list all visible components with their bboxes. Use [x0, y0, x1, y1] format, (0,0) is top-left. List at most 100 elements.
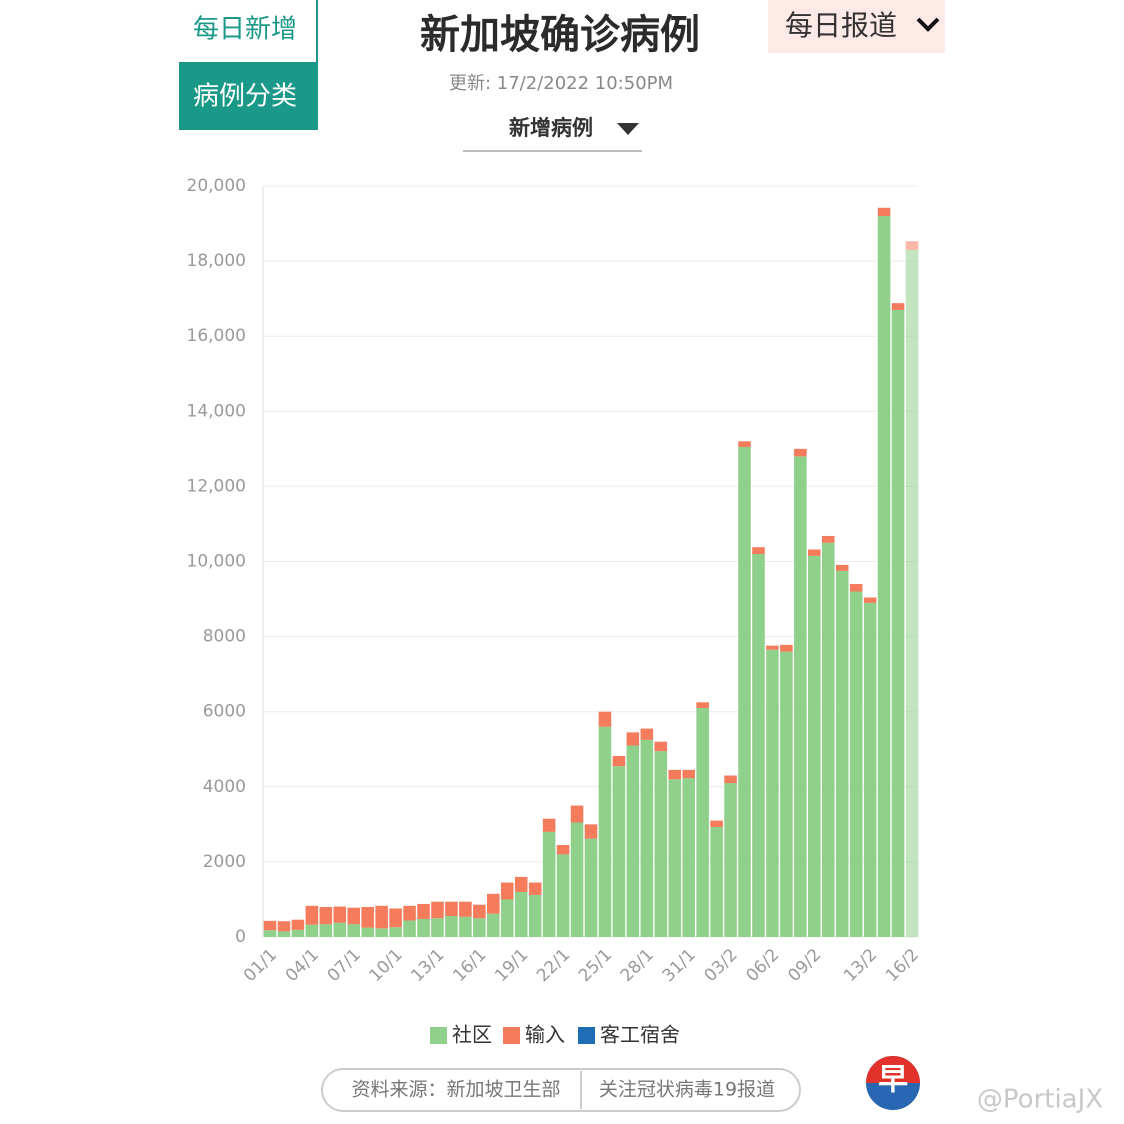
bar [808, 549, 821, 556]
bar [556, 845, 570, 855]
bar [780, 651, 793, 937]
bar [319, 906, 333, 925]
bar [556, 854, 570, 937]
y-tick-label: 14,000 [187, 401, 246, 421]
follow[interactable]: 关注冠状病毒19报道 [599, 1079, 775, 1101]
bar [459, 901, 472, 917]
bar [500, 882, 514, 900]
bar [877, 216, 891, 938]
legend: 社区 输入 客工宿舍 [430, 1023, 680, 1047]
bar [263, 920, 277, 931]
bar [431, 918, 444, 937]
bar [291, 919, 305, 930]
report-menu-bg[interactable] [768, 0, 945, 53]
bar [417, 918, 430, 937]
bar [277, 931, 291, 937]
bar [403, 920, 416, 937]
y-tick-label: 12,000 [187, 476, 246, 496]
bar [891, 309, 905, 937]
updated: 更新: 17/2/2022 10:50PM [449, 73, 673, 94]
bar [654, 751, 668, 937]
legend-swatch [578, 1027, 595, 1044]
bar [724, 775, 737, 784]
tab-daily-bg[interactable] [179, 0, 317, 62]
bar [333, 906, 347, 923]
source-pill [321, 1068, 801, 1112]
bar [640, 739, 654, 937]
bar [487, 893, 500, 914]
bar [459, 916, 472, 937]
bar [626, 732, 640, 746]
bar [710, 826, 723, 937]
bar [821, 542, 835, 937]
bar [612, 756, 626, 767]
bar [528, 882, 542, 895]
bar [766, 649, 779, 937]
legend-label: 输入 [525, 1023, 565, 1047]
tab-category[interactable]: 病例分类 [193, 82, 297, 112]
bar [375, 905, 388, 929]
bar [835, 564, 849, 571]
bar [361, 906, 374, 928]
source: 资料来源：新加坡卫生部 [351, 1079, 560, 1101]
bar [584, 824, 598, 839]
bar [473, 904, 486, 919]
bar [682, 778, 695, 937]
bar [473, 918, 486, 937]
bar [863, 597, 877, 603]
bar [487, 913, 500, 937]
bar [891, 303, 905, 310]
bar [305, 924, 319, 937]
bar [542, 818, 556, 832]
bar [682, 769, 695, 779]
legend-swatch [503, 1027, 520, 1044]
legend-label: 客工宿舍 [600, 1023, 680, 1047]
bar [598, 711, 612, 727]
report-chevron[interactable] [916, 17, 940, 32]
y-tick-label: 2000 [203, 852, 246, 872]
bar [291, 929, 305, 937]
bar [724, 783, 737, 937]
bar [780, 644, 793, 652]
report-menu[interactable]: 每日报道 [785, 9, 897, 42]
bar [668, 769, 682, 780]
tab-category-bg[interactable] [179, 62, 318, 130]
dropdown-arrow[interactable] [617, 123, 639, 135]
bar [445, 901, 458, 916]
legend-swatch [430, 1027, 447, 1044]
bar [445, 915, 458, 937]
bar [347, 924, 361, 937]
bar [738, 446, 751, 937]
bar [849, 584, 863, 592]
bar [319, 924, 333, 937]
legend-label: 社区 [452, 1023, 492, 1047]
tab-daily[interactable]: 每日新增 [193, 15, 297, 45]
bar [794, 448, 807, 457]
bar [849, 591, 863, 937]
bar [528, 894, 542, 937]
y-tick-label: 16,000 [187, 326, 246, 346]
dropdown[interactable]: 新增病例 [509, 116, 593, 140]
y-tick-label: 4000 [203, 777, 246, 797]
bar [612, 766, 626, 937]
bar [333, 922, 347, 937]
bar [361, 927, 374, 937]
bar [710, 820, 723, 827]
plot: 0 2000 4000 6000 8000 10,000 12,000 14,000 16,00… [187, 176, 924, 986]
bar [863, 602, 877, 937]
bar [417, 903, 430, 919]
bar [375, 928, 388, 937]
bar [766, 645, 779, 650]
bar [626, 745, 640, 937]
bar [905, 249, 919, 937]
logo-top [866, 1056, 920, 1083]
bar [389, 927, 402, 937]
y-tick-label: 6000 [203, 702, 246, 722]
bar [821, 535, 835, 543]
bar [835, 570, 849, 937]
y-tick-label: 20,000 [187, 176, 246, 196]
bar [668, 779, 682, 937]
bar [640, 728, 654, 740]
bar [905, 241, 919, 250]
